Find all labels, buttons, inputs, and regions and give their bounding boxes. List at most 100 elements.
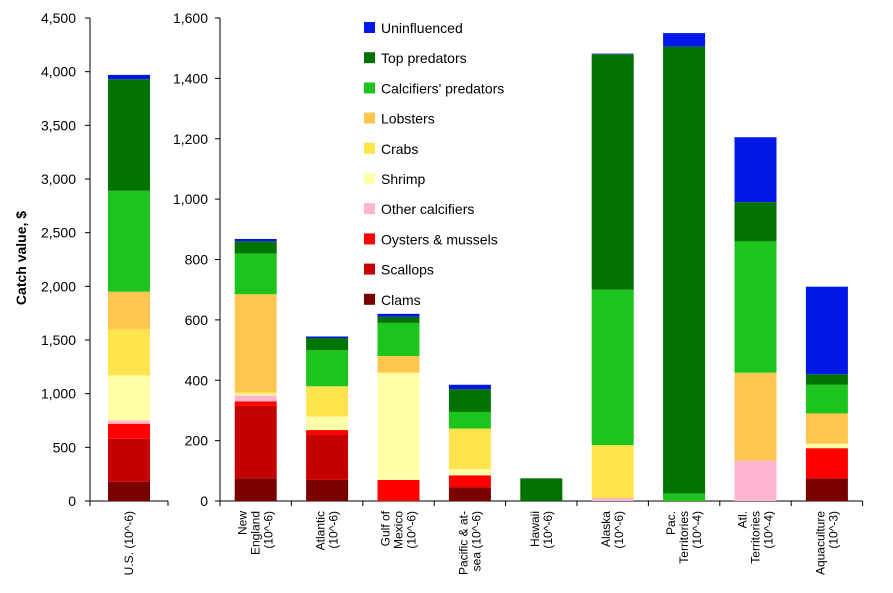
bar-segment-uninfluenced: [734, 137, 777, 203]
y-axis-label: Catch value, $: [13, 211, 29, 305]
bar-segment-top-predators: [306, 337, 349, 351]
legend-label-top-predators: Top predators: [381, 50, 467, 66]
bar-segment-scallops: [306, 434, 349, 480]
category-label: Pac.Territories(10^-4): [664, 511, 704, 564]
legend-label-shrimp: Shrimp: [381, 171, 426, 187]
right-y-tick-label: 0: [200, 493, 208, 509]
category-label: Aquaculture(10^-3): [813, 511, 840, 575]
bar-segment-calcifiers-predators: [234, 253, 277, 295]
bar-segment-uninfluenced: [234, 238, 277, 242]
bar-segment-shrimp: [234, 393, 277, 396]
left-panel: 0 500 1,000 1,500 2,000 2,500 3,000 3,500 4,000 4…: [41, 10, 169, 575]
bar-segment-shrimp: [108, 375, 150, 421]
category-label: NewEngland(10^-6): [236, 511, 276, 555]
category-label: Alaska(10^-6): [599, 511, 626, 549]
legend-label-other-calcifiers: Other calcifiers: [381, 201, 474, 217]
bar-segment-other-calcifiers: [108, 420, 150, 424]
bar-segment-lobsters: [377, 356, 420, 373]
legend-swatch-clams: [364, 293, 375, 305]
bar-segment-top-predators: [734, 202, 777, 242]
bar-segment-oysters-mussels: [448, 475, 491, 488]
bar-segment-uninfluenced: [663, 33, 706, 47]
bar-segment-uninfluenced: [448, 384, 491, 390]
left-y-tick-label: 500: [53, 439, 77, 455]
legend-label-lobsters: Lobsters: [381, 111, 435, 127]
legend-label-crabs: Crabs: [381, 141, 418, 157]
bar-segment-oysters-mussels: [108, 423, 150, 439]
bar-segment-oysters-mussels: [805, 448, 848, 479]
category-label: Pacific & at-sea (10^-6): [456, 511, 483, 575]
legend-swatch-top-predators: [364, 52, 375, 64]
legend-label-scallops: Scallops: [381, 262, 434, 278]
right-panel: 0 200 400 600 800 1,000 1,200 1,400 1,600 NewEngl…: [173, 10, 864, 575]
legend-label-clams: Clams: [381, 292, 421, 308]
bar-segment-top-predators: [805, 374, 848, 385]
bar-segment-calcifiers-predators: [108, 190, 150, 292]
bar-segment-other-calcifiers: [591, 497, 634, 501]
bar-segment-lobsters: [805, 413, 848, 444]
left-y-tick-label: 3,500: [41, 117, 76, 133]
bar-segment-clams: [805, 478, 848, 501]
left-y-tick-label: 4,500: [41, 10, 76, 26]
category-label: Gulf ofMexico(10^-6): [379, 510, 419, 549]
bar-segment-oysters-mussels: [306, 430, 349, 435]
bar-segment-lobsters: [234, 294, 277, 393]
bar-segment-other-calcifiers: [734, 460, 777, 501]
bar-segment-clams: [448, 487, 491, 501]
bar-segment-shrimp: [377, 372, 420, 480]
bar-segment-top-predators: [591, 54, 634, 290]
category-label: U.S. (10^-6): [122, 511, 136, 575]
right-y-tick-label: 1,200: [173, 131, 208, 147]
bar-segment-calcifiers-predators: [663, 493, 706, 501]
legend: Uninfluenced Top predators Calcifiers' pre…: [364, 20, 504, 308]
bar-segment-calcifiers-predators: [306, 350, 349, 387]
right-y-tick-label: 800: [185, 252, 209, 268]
legend-swatch-crabs: [364, 142, 375, 154]
bar-segment-top-predators: [108, 79, 150, 191]
right-y-tick-label: 600: [185, 312, 209, 328]
legend-label-uninfluenced: Uninfluenced: [381, 20, 463, 36]
bar-segment-crabs: [591, 445, 634, 498]
bar-segment-uninfluenced: [805, 286, 848, 375]
left-y-tick-label: 0: [68, 493, 76, 509]
bar-segment-top-predators: [663, 46, 706, 494]
bar-segment-lobsters: [734, 372, 777, 461]
right-y-tick-label: 1,600: [173, 10, 208, 26]
bar-segment-uninfluenced: [591, 53, 634, 55]
legend-swatch-scallops: [364, 263, 375, 275]
category-label: Atl.Territories(10^-4): [736, 511, 776, 564]
bar-segment-shrimp: [448, 469, 491, 476]
bar-segment-crabs: [108, 329, 150, 376]
right-y-tick-label: 1,400: [173, 70, 208, 86]
legend-swatch-shrimp: [364, 173, 375, 184]
legend-swatch-other-calcifiers: [364, 203, 375, 215]
left-y-tick-label: 1,000: [41, 386, 76, 402]
bar-segment-shrimp: [306, 416, 349, 431]
right-y-tick-label: 200: [185, 433, 209, 449]
bar-segment-scallops: [108, 438, 150, 482]
legend-label-oysters-mussels: Oysters & mussels: [381, 231, 498, 247]
bar-segment-calcifiers-predators: [448, 411, 491, 429]
bar-segment-clams: [108, 481, 150, 501]
category-label: Atlantic(10^-6): [314, 511, 341, 550]
right-y-tick-label: 400: [185, 372, 209, 388]
bar-segment-calcifiers-predators: [591, 289, 634, 446]
bar-segment-shrimp: [805, 443, 848, 449]
bar-segment-oysters-mussels: [234, 401, 277, 406]
bar-segment-lobsters: [108, 291, 150, 330]
legend-swatch-calcifiers-predators: [364, 82, 375, 94]
left-y-tick-label: 2,000: [41, 278, 76, 294]
category-label: Hawaii(10^-6): [528, 511, 555, 549]
legend-swatch-lobsters: [364, 112, 375, 124]
bar-segment-top-predators: [520, 478, 563, 501]
right-y-tick-label: 1,000: [173, 191, 208, 207]
bar-segment-uninfluenced: [306, 336, 349, 338]
bar-segment-crabs: [306, 386, 349, 417]
left-y-tick-label: 4,000: [41, 64, 76, 80]
legend-swatch-oysters-mussels: [364, 233, 375, 245]
left-y-tick-label: 1,500: [41, 332, 76, 348]
bar-segment-calcifiers-predators: [734, 241, 777, 373]
left-y-tick-label: 3,000: [41, 171, 76, 187]
